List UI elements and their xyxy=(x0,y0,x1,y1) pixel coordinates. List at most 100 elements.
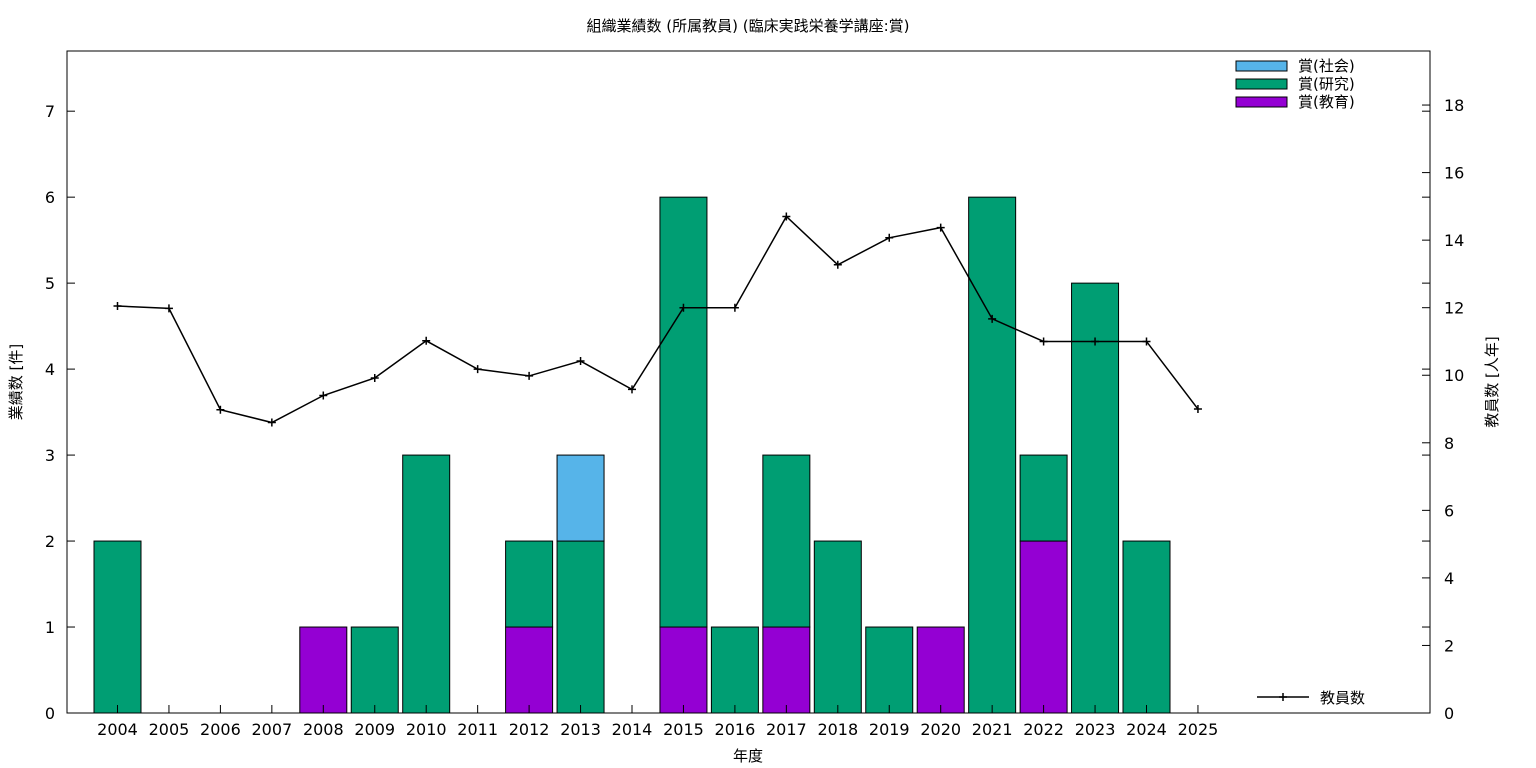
y-tick-label-4: 4 xyxy=(45,360,55,379)
bar-2023-賞(研究) xyxy=(1071,282,1120,714)
point-教員数-2015 xyxy=(679,303,688,312)
x-tick-label-2008: 2008 xyxy=(303,720,344,739)
plot-frame xyxy=(66,50,1431,714)
y2-tick-label-0: 0 xyxy=(1444,704,1454,723)
x-tick-label-2023: 2023 xyxy=(1075,720,1116,739)
point-教員数-2024 xyxy=(1142,337,1151,346)
x-axis: 2004 2005 2006 2007 2008 2009 2010 2011 2012 2013… xyxy=(97,705,1218,739)
y-tick-label-6: 6 xyxy=(45,188,55,207)
bar-2018-賞(研究) xyxy=(813,540,862,714)
y-tick-label-2: 2 xyxy=(45,532,55,551)
point-教員数-2018 xyxy=(833,260,842,269)
bar-2008-賞(教育) xyxy=(299,626,348,714)
point-教員数-2012 xyxy=(525,371,534,380)
x-tick-label-2014: 2014 xyxy=(612,720,653,739)
y-tick-label-5: 5 xyxy=(45,274,55,293)
bar-2010-賞(研究) xyxy=(402,454,451,714)
point-教員数-2021 xyxy=(988,314,997,323)
point-教員数-2016 xyxy=(730,303,739,312)
y2-tick-label-4: 4 xyxy=(1444,569,1454,588)
point-教員数-2022 xyxy=(1039,337,1048,346)
y2-axis-label: 教員数 [人年] xyxy=(1483,336,1501,427)
legend-label-教員数: 教員数 xyxy=(1320,689,1365,707)
x-tick-label-2020: 2020 xyxy=(920,720,961,739)
y2-tick-label-2: 2 xyxy=(1444,636,1454,655)
y-axis-label: 業績数 [件] xyxy=(7,344,25,420)
bar-2013-賞(研究) xyxy=(556,540,605,714)
x-tick-label-2025: 2025 xyxy=(1178,720,1219,739)
bar-2012-賞(教育) xyxy=(505,626,554,714)
bar-2022-賞(教育) xyxy=(1019,540,1068,714)
point-教員数-2017 xyxy=(782,212,791,221)
bar-2012-賞(研究) xyxy=(505,540,554,628)
bar-2016-賞(研究) xyxy=(710,626,759,714)
y2-tick-label-12: 12 xyxy=(1444,299,1464,318)
y-tick-label-7: 7 xyxy=(45,102,55,121)
legend-swatch-賞(研究) xyxy=(1235,78,1288,90)
point-教員数-2009 xyxy=(370,373,379,382)
x-tick-label-2010: 2010 xyxy=(406,720,447,739)
x-tick-label-2018: 2018 xyxy=(817,720,858,739)
bar-2004-賞(研究) xyxy=(93,540,142,714)
point-教員数-2020 xyxy=(936,223,945,232)
y2-tick-label-8: 8 xyxy=(1444,434,1454,453)
x-tick-label-2015: 2015 xyxy=(663,720,704,739)
point-教員数-2011 xyxy=(473,365,482,374)
x-tick-label-2004: 2004 xyxy=(97,720,138,739)
point-教員数-2023 xyxy=(1091,337,1100,346)
point-教員数-2019 xyxy=(885,233,894,242)
y-tick-label-0: 0 xyxy=(45,704,55,723)
y2-axis: 0 2 4 6 8 10 12 14 16 18 xyxy=(1422,96,1464,723)
y2-tick-label-14: 14 xyxy=(1444,231,1464,250)
bar-2009-賞(研究) xyxy=(350,626,399,714)
bar-2020-賞(教育) xyxy=(916,626,965,714)
point-教員数-2007 xyxy=(267,418,276,427)
line-教員数 xyxy=(117,215,1199,424)
x-tick-label-2012: 2012 xyxy=(509,720,550,739)
y-axis: 0 1 2 3 4 5 6 7 xyxy=(45,102,1430,723)
bar-2013-賞(社会) xyxy=(556,454,605,542)
bar-2015-賞(研究) xyxy=(659,196,708,628)
bar-2021-賞(研究) xyxy=(968,196,1017,714)
x-tick-label-2005: 2005 xyxy=(149,720,190,739)
y-tick-label-1: 1 xyxy=(45,618,55,637)
point-教員数-2006 xyxy=(216,405,225,414)
x-tick-label-2007: 2007 xyxy=(251,720,292,739)
bar-2017-賞(研究) xyxy=(762,454,811,628)
x-tick-label-2024: 2024 xyxy=(1126,720,1167,739)
x-tick-label-2013: 2013 xyxy=(560,720,601,739)
y2-tick-label-10: 10 xyxy=(1444,366,1464,385)
point-教員数-2004 xyxy=(113,302,122,311)
chart-title: 組織業績数 (所属教員) (臨床実践栄養学講座:賞) xyxy=(586,17,909,35)
legend-label-賞(社会): 賞(社会) xyxy=(1298,57,1355,75)
bar-2022-賞(研究) xyxy=(1019,454,1068,542)
point-教員数-2025 xyxy=(1193,405,1202,414)
x-tick-label-2009: 2009 xyxy=(354,720,395,739)
legend-label-賞(教育): 賞(教育) xyxy=(1298,93,1355,111)
point-教員数-2010 xyxy=(422,336,431,345)
point-教員数-2008 xyxy=(319,391,328,400)
y2-tick-label-18: 18 xyxy=(1444,96,1464,115)
x-tick-label-2021: 2021 xyxy=(972,720,1013,739)
x-tick-label-2022: 2022 xyxy=(1023,720,1064,739)
legend-swatch-賞(教育) xyxy=(1235,96,1288,108)
bar-2015-賞(教育) xyxy=(659,626,708,714)
x-tick-label-2017: 2017 xyxy=(766,720,807,739)
bar-2024-賞(研究) xyxy=(1122,540,1171,714)
legend: 賞(社会)賞(研究)賞(教育) 教員数 xyxy=(1235,57,1365,707)
bar-2019-賞(研究) xyxy=(865,626,914,714)
bars-layer xyxy=(93,196,1171,714)
y-tick-label-3: 3 xyxy=(45,446,55,465)
y2-tick-label-16: 16 xyxy=(1444,164,1464,183)
x-tick-label-2019: 2019 xyxy=(869,720,910,739)
point-教員数-2013 xyxy=(576,357,585,366)
y2-tick-label-6: 6 xyxy=(1444,501,1454,520)
x-tick-label-2011: 2011 xyxy=(457,720,498,739)
x-tick-label-2006: 2006 xyxy=(200,720,241,739)
legend-label-賞(研究): 賞(研究) xyxy=(1298,75,1355,93)
legend-swatch-賞(社会) xyxy=(1235,60,1288,72)
legend-marker-教員数 xyxy=(1279,693,1287,701)
point-教員数-2005 xyxy=(164,304,173,313)
bar-2017-賞(教育) xyxy=(762,626,811,714)
